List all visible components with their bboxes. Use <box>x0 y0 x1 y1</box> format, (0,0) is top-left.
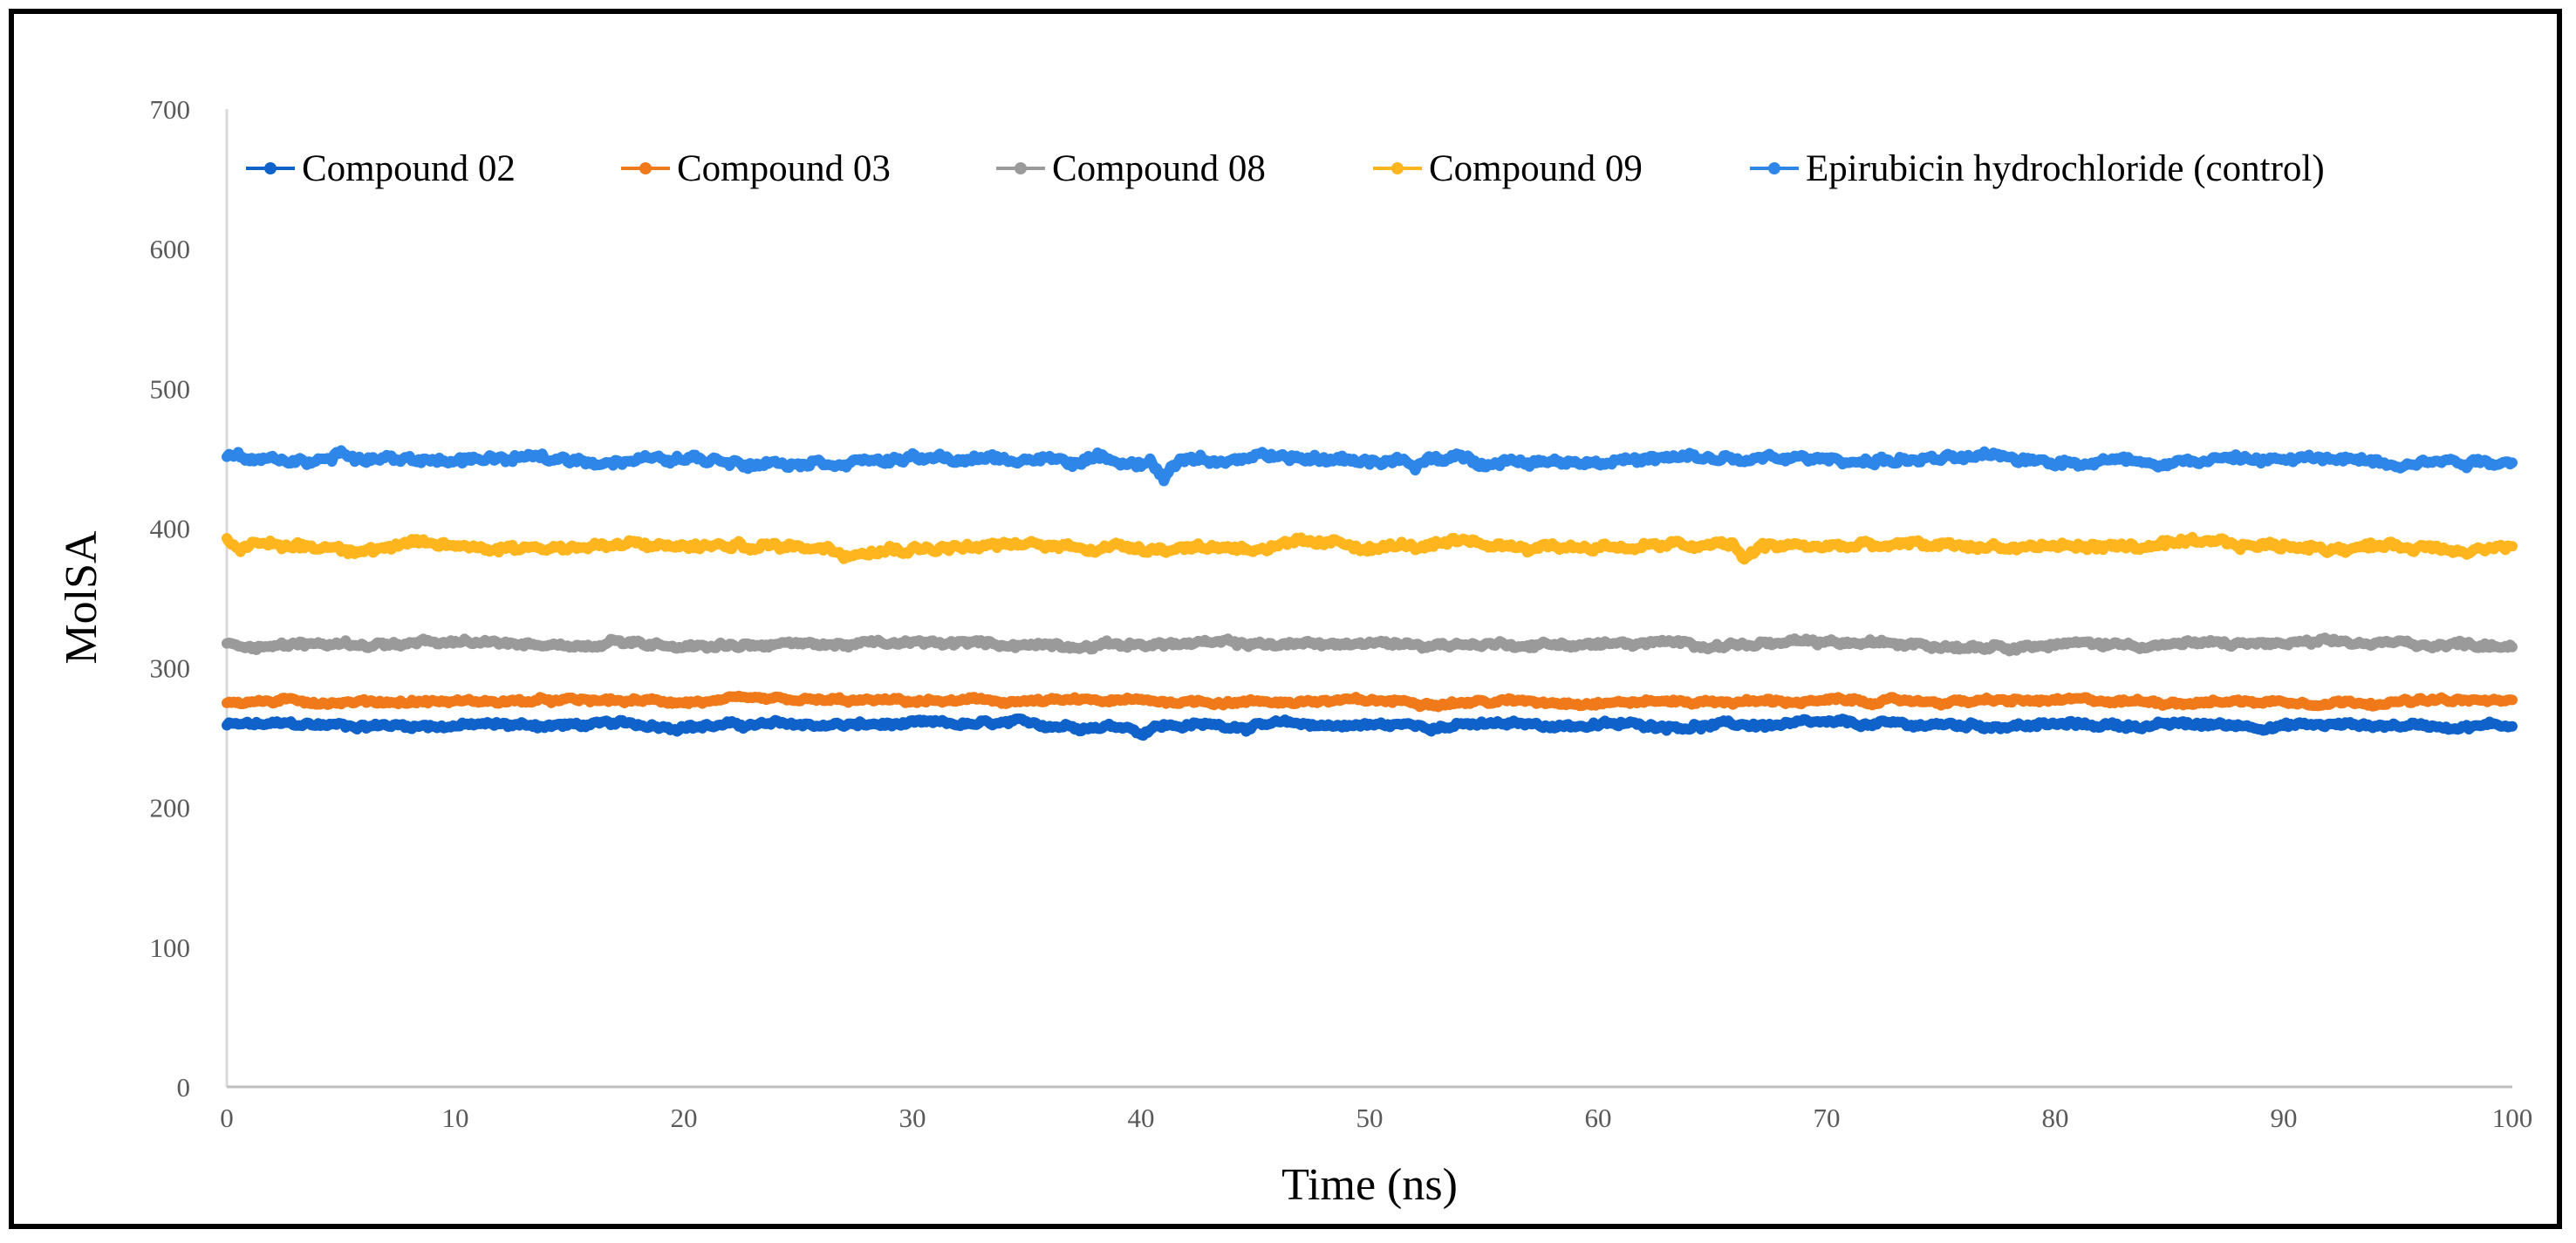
x-axis-title: Time (ns) <box>1281 1160 1458 1210</box>
x-tick-label: 10 <box>442 1103 469 1133</box>
legend-marker <box>264 162 277 174</box>
x-tick-label: 50 <box>1356 1103 1384 1133</box>
series-2 <box>222 690 2518 713</box>
y-tick-label: 100 <box>150 932 191 963</box>
series-5 <box>222 445 2518 487</box>
x-tick-label: 90 <box>2271 1103 2298 1133</box>
x-tick-label: 80 <box>2042 1103 2069 1133</box>
series-3 <box>222 632 2518 657</box>
series-line <box>222 445 2518 487</box>
series-1 <box>222 713 2518 741</box>
y-tick-label: 500 <box>150 373 191 404</box>
series-4 <box>222 531 2518 565</box>
y-tick-label: 0 <box>177 1072 191 1103</box>
chart-frame <box>9 9 2562 1229</box>
legend-entry: Compound 02 <box>246 148 516 189</box>
x-tick-label: 40 <box>1128 1103 1155 1133</box>
legend-label: Epirubicin hydrochloride (control) <box>1806 148 2325 189</box>
x-tick-labels: 0 10 20 30 40 50 60 70 80 90 100 <box>220 1103 2532 1133</box>
legend-marker <box>1768 162 1780 174</box>
legend-marker <box>639 162 652 174</box>
legend: Compound 02 Compound 03 Compound 08 Compoun… <box>246 148 2325 189</box>
legend-label: Compound 09 <box>1429 148 1643 189</box>
series-layer <box>222 445 2518 741</box>
y-axis-title: MolSA <box>57 530 106 665</box>
legend-label: Compound 02 <box>302 148 516 189</box>
x-tick-label: 30 <box>899 1103 926 1133</box>
x-tick-label: 70 <box>1814 1103 1841 1133</box>
legend-label: Compound 03 <box>677 148 891 189</box>
legend-entry: Compound 09 <box>1373 148 1643 189</box>
series-line <box>222 690 2518 713</box>
x-tick-label: 0 <box>220 1103 234 1133</box>
legend-label: Compound 08 <box>1052 148 1266 189</box>
x-tick-label: 20 <box>671 1103 698 1133</box>
y-tick-label: 600 <box>150 234 191 264</box>
legend-marker <box>1391 162 1404 174</box>
series-line <box>222 713 2518 741</box>
y-tick-label: 200 <box>150 793 191 823</box>
x-tick-label: 100 <box>2492 1103 2533 1133</box>
y-tick-labels: 0 100 200 300 400 500 600 700 <box>150 94 191 1103</box>
y-tick-label: 400 <box>150 513 191 543</box>
legend-entry: Compound 08 <box>996 148 1266 189</box>
x-tick-label: 60 <box>1585 1103 1612 1133</box>
y-tick-label: 300 <box>150 653 191 684</box>
legend-entry: Compound 03 <box>621 148 891 189</box>
series-line <box>222 632 2518 657</box>
legend-entry: Epirubicin hydrochloride (control) <box>1750 148 2325 189</box>
series-line <box>222 531 2518 565</box>
legend-marker <box>1015 162 1027 174</box>
y-tick-label: 700 <box>150 94 191 125</box>
